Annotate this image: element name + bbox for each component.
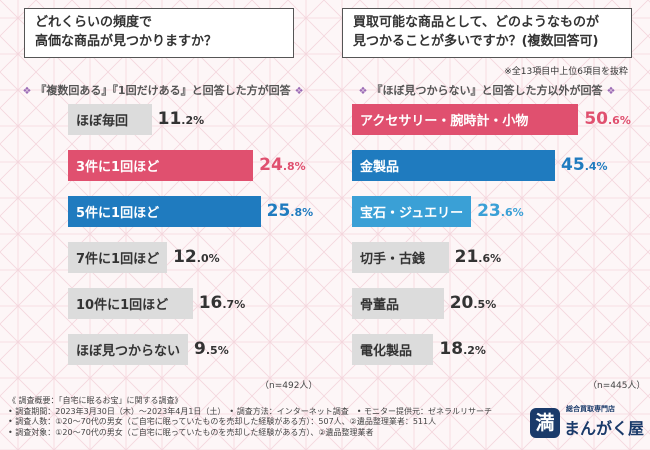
value-decimal: .6% bbox=[607, 114, 631, 127]
left-question-line-2: 高価な商品が見つかりますか？ bbox=[35, 34, 218, 49]
bar-value-label: 16.7% bbox=[199, 293, 246, 313]
value-decimal: .0% bbox=[196, 252, 220, 265]
value-integer: 9 bbox=[194, 339, 206, 359]
diamond-icon: ❖ bbox=[358, 86, 368, 97]
bar-label: 金製品 bbox=[360, 160, 400, 175]
diamond-icon: ❖ bbox=[606, 86, 616, 97]
value-decimal: .8% bbox=[282, 160, 306, 173]
bar-1-5: 電化製品 bbox=[352, 334, 434, 365]
bar-1-3: 切手・古銭 bbox=[352, 242, 449, 273]
logo-mark: 満 bbox=[530, 408, 560, 438]
value-decimal: .2% bbox=[463, 344, 486, 357]
right-chart-panel: 買取可能な商品として、どのようなものが 見つかることが多いですか？(複数回答可)… bbox=[332, 0, 646, 392]
bar-value-label: 20.5% bbox=[450, 293, 497, 313]
left-subtitle: ❖ 『複数回ある』『1回だけある』と回答した方が回答 ❖ bbox=[8, 82, 318, 98]
footer-line: 《 調査概要：「自宅に眠るお宝」に関する調査》 bbox=[8, 396, 183, 405]
bar-label: 3件に1回ほど bbox=[76, 160, 160, 175]
right-question-line-2: 見つかることが多いですか？(複数回答可) bbox=[353, 34, 599, 49]
bar-value-label: 12.0% bbox=[173, 247, 220, 267]
right-subtitle: ❖ 『ほぼ見つからない』と回答した方以外が回答 ❖ bbox=[332, 82, 642, 98]
value-decimal: .7% bbox=[222, 298, 246, 311]
value-integer: 18 bbox=[439, 339, 464, 359]
right-subtitle-text: 『ほぼ見つからない』と回答した方以外が回答 bbox=[371, 84, 603, 97]
bar-0-2: 5件に1回ほど bbox=[68, 196, 261, 227]
bar-value-label: 9.5% bbox=[194, 339, 229, 359]
right-question-box: 買取可能な商品として、どのようなものが 見つかることが多いですか？(複数回答可) bbox=[342, 8, 632, 58]
bar-value-label: 11.2% bbox=[158, 109, 205, 129]
bar-label: アクセサリー・腕時計・小物 bbox=[360, 114, 529, 129]
bar-label: ほぼ毎回 bbox=[76, 114, 129, 129]
diamond-icon: ❖ bbox=[294, 86, 304, 97]
value-integer: 16 bbox=[198, 293, 223, 313]
value-integer: 12 bbox=[173, 247, 197, 267]
value-integer: 11 bbox=[157, 109, 182, 129]
right-n-note: （n=445人） bbox=[588, 381, 646, 391]
value-integer: 23 bbox=[477, 201, 501, 221]
bar-value-label: 21.6% bbox=[455, 247, 502, 267]
footer-line: • 調査期間：2023年3月30日（木）〜2023年4月1日（土） • 調査方法… bbox=[8, 406, 492, 416]
bar-value-label: 45.4% bbox=[561, 155, 608, 175]
bar-1-4: 骨董品 bbox=[352, 288, 444, 319]
bar-value-label: 25.8% bbox=[267, 201, 314, 221]
bar-0-5: ほぼ見つからない bbox=[68, 334, 189, 365]
value-integer: 24 bbox=[259, 155, 283, 175]
value-decimal: .4% bbox=[584, 160, 608, 173]
logo-tagline: 総合買取専門店 bbox=[566, 405, 615, 413]
left-subtitle-text: 『複数回ある』『1回だけある』と回答した方が回答 bbox=[35, 84, 291, 97]
value-decimal: .2% bbox=[181, 114, 205, 127]
bar-value-label: 24.8% bbox=[259, 155, 306, 175]
bar-label: 5件に1回ほど bbox=[76, 206, 160, 221]
value-integer: 20 bbox=[449, 293, 474, 313]
bar-0-1: 3件に1回ほど bbox=[68, 150, 254, 181]
bar-0-4: 10件に1回ほど bbox=[68, 288, 193, 319]
footer-line: • 調査人数：①20〜70代の男女（ご自宅に眠っていたものを売却した経験がある方… bbox=[8, 417, 437, 426]
bar-value-label: 18.2% bbox=[439, 339, 486, 359]
bar-0-0: ほぼ毎回 bbox=[68, 104, 152, 135]
bar-label: 切手・古銭 bbox=[360, 252, 426, 267]
survey-footer: 《 調査概要：「自宅に眠るお宝」に関する調査》 • 調査期間：2023年3月30… bbox=[8, 396, 528, 438]
right-selection-note: ※全13項目中上位6項目を抜粋 bbox=[504, 67, 628, 77]
right-question-line-1: 買取可能な商品として、どのようなものが bbox=[353, 15, 599, 30]
bar-label: ほぼ見つからない bbox=[76, 344, 181, 359]
value-decimal: .6% bbox=[478, 252, 502, 265]
bar-label: 10件に1回ほど bbox=[76, 298, 169, 313]
value-integer: 50 bbox=[584, 109, 608, 129]
left-question-box: どれくらいの頻度で 高価な商品が見つかりますか？ bbox=[24, 8, 294, 58]
value-integer: 45 bbox=[561, 155, 585, 175]
bar-1-1: 金製品 bbox=[352, 150, 556, 181]
value-decimal: .5% bbox=[205, 344, 229, 357]
bar-label: 7件に1回ほど bbox=[76, 252, 160, 267]
value-decimal: .8% bbox=[290, 206, 314, 219]
bar-value-label: 50.6% bbox=[584, 109, 631, 129]
bar-label: 骨董品 bbox=[360, 298, 400, 313]
bar-value-label: 23.6% bbox=[477, 201, 524, 221]
left-chart-panel: どれくらいの頻度で 高価な商品が見つかりますか？ ❖ 『複数回ある』『1回だけある… bbox=[8, 0, 318, 392]
value-integer: 21 bbox=[454, 247, 479, 267]
bar-1-2: 宝石・ジュエリー bbox=[352, 196, 472, 227]
value-decimal: .5% bbox=[473, 298, 497, 311]
footer-line: • 調査対象：①20〜70代の男女（ご自宅に眠っていたものを売却した経験がある方… bbox=[8, 427, 374, 437]
left-n-note: （n=492人） bbox=[260, 381, 318, 391]
bar-0-3: 7件に1回ほど bbox=[68, 242, 168, 273]
left-question-line-1: どれくらいの頻度で bbox=[35, 15, 153, 30]
diamond-icon: ❖ bbox=[22, 86, 32, 97]
bar-label: 電化製品 bbox=[360, 344, 413, 359]
bar-label: 宝石・ジュエリー bbox=[360, 206, 464, 221]
brand-logo: 満 総合買取専門店 まんがく屋 bbox=[528, 402, 646, 444]
value-integer: 25 bbox=[266, 201, 291, 221]
value-decimal: .6% bbox=[500, 206, 524, 219]
bar-1-0: アクセサリー・腕時計・小物 bbox=[352, 104, 579, 135]
logo-name: まんがく屋 bbox=[564, 419, 645, 438]
